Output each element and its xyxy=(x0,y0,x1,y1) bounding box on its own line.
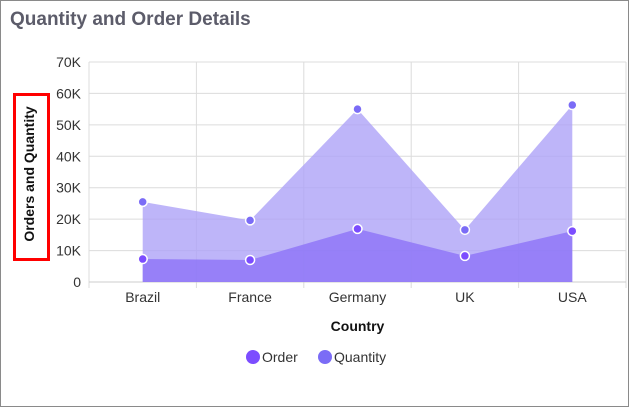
y-tick-label: 60K xyxy=(56,85,82,101)
data-point-quantity xyxy=(352,103,363,115)
y-tick-label: 30K xyxy=(56,180,82,196)
y-tick-label: 20K xyxy=(56,211,82,227)
area-quantity xyxy=(142,105,573,282)
highlight-box xyxy=(13,93,50,261)
x-tick-label: UK xyxy=(455,289,475,305)
y-tick-label: 40K xyxy=(56,148,82,164)
y-axis-title: Orders and Quantity xyxy=(21,106,37,242)
data-point-order xyxy=(352,223,363,235)
y-tick-label: 10K xyxy=(56,243,82,259)
data-point-quantity xyxy=(137,196,148,208)
x-tick-label: USA xyxy=(558,289,587,305)
y-tick-label: 50K xyxy=(56,117,82,133)
legend-label[interactable]: Order xyxy=(262,349,298,365)
legend-marker[interactable] xyxy=(246,350,260,364)
chart-title: Quantity and Order Details xyxy=(10,9,251,30)
data-point-order xyxy=(137,253,148,265)
data-point-order xyxy=(459,250,471,262)
x-tick-label: Brazil xyxy=(125,289,160,305)
data-point-order xyxy=(567,225,578,237)
area-order xyxy=(142,228,573,282)
x-tick-label: Germany xyxy=(329,289,387,305)
legend-label[interactable]: Quantity xyxy=(334,349,386,365)
x-tick-label: France xyxy=(228,289,272,305)
x-axis-title: Country xyxy=(331,318,385,334)
data-point-quantity xyxy=(459,224,471,236)
data-point-order xyxy=(244,254,256,266)
y-tick-label: 0 xyxy=(73,274,81,290)
data-point-quantity xyxy=(244,215,256,226)
legend-marker[interactable] xyxy=(318,350,332,364)
data-point-quantity xyxy=(567,99,578,111)
y-tick-label: 70K xyxy=(56,54,82,70)
